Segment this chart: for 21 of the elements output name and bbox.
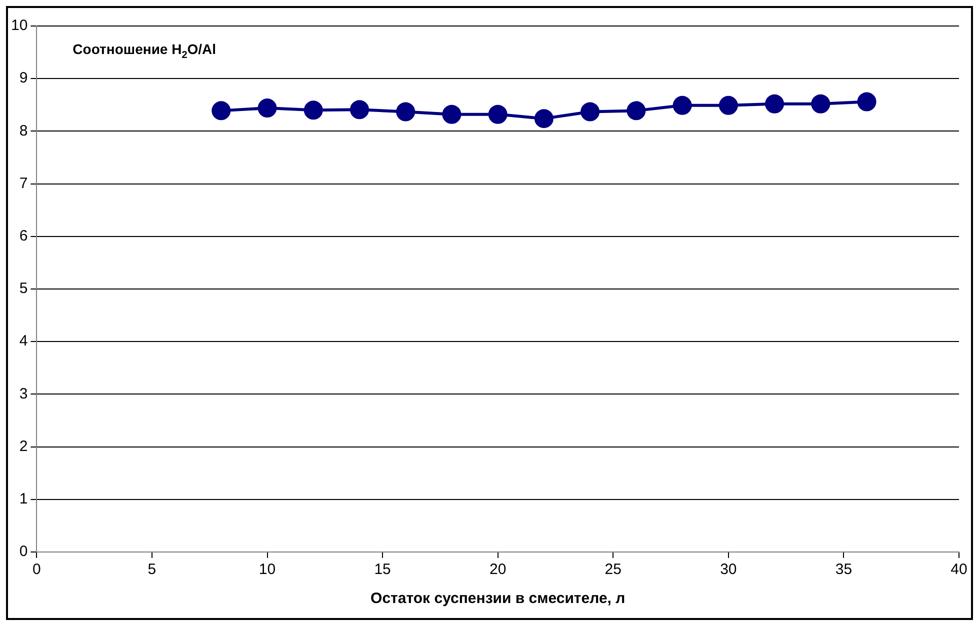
- y-tick-label: 4: [19, 332, 28, 350]
- x-tick-label: 35: [835, 561, 852, 578]
- x-tick-label: 10: [258, 561, 276, 578]
- y-tick-label: 8: [19, 122, 28, 140]
- y-tick-label: 2: [19, 438, 28, 455]
- x-axis-title: Остаток суспензии в смесителе, л: [370, 590, 626, 608]
- y-tick-label: 5: [19, 280, 28, 298]
- y-tick-label: 0: [19, 543, 28, 560]
- x-tick-label: 30: [720, 561, 737, 578]
- x-tick-label: 25: [604, 561, 622, 578]
- x-tick-label: 15: [374, 561, 391, 578]
- x-tick-label: 0: [32, 561, 41, 578]
- x-tick-label: 5: [148, 561, 156, 578]
- y-tick-label: 10: [10, 17, 28, 34]
- y-tick-label: 1: [19, 490, 28, 508]
- y-tick-label: 7: [19, 174, 28, 192]
- x-tick-label: 40: [950, 561, 968, 578]
- x-tick-label: 20: [490, 561, 506, 578]
- y-tick-label: 9: [19, 70, 28, 87]
- y-tick-label: 6: [19, 228, 28, 245]
- y-tick-label: 3: [19, 385, 28, 402]
